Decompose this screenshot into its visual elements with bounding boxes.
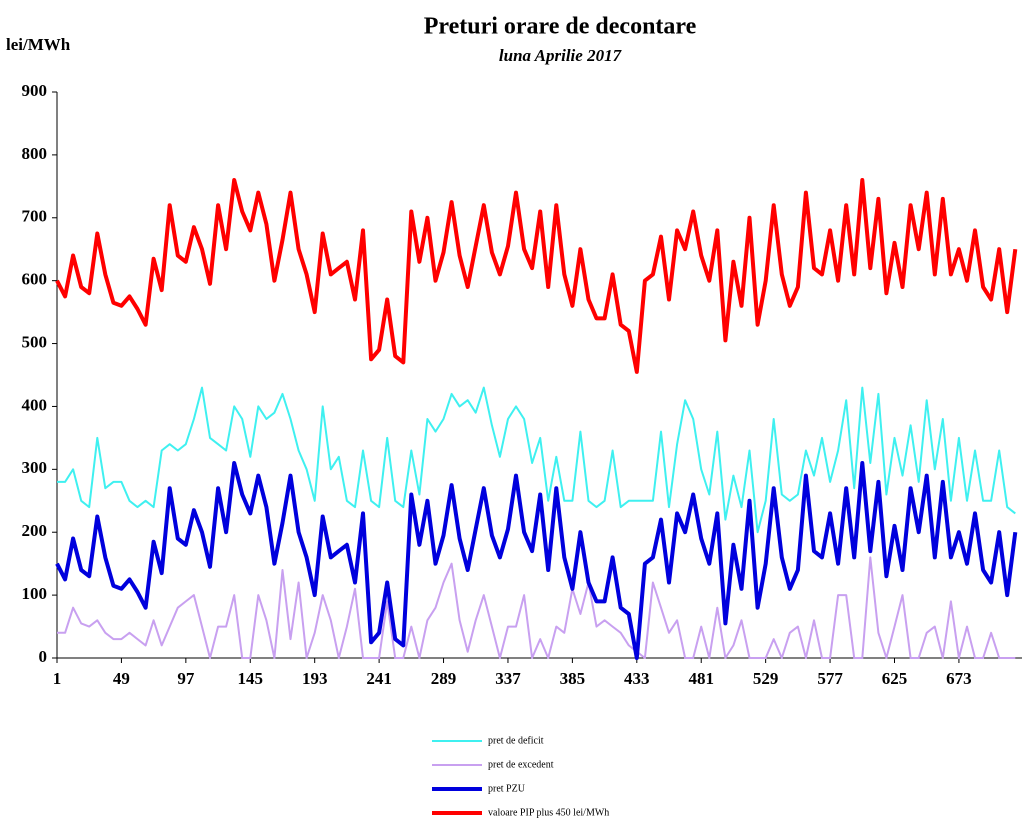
y-tick-label: 900 <box>22 81 48 100</box>
x-tick-label: 97 <box>177 669 195 688</box>
y-axis-label: lei/MWh <box>6 35 71 54</box>
x-tick-label: 625 <box>882 669 908 688</box>
x-tick-label: 577 <box>817 669 843 688</box>
legend-label: pret de excedent <box>488 759 554 770</box>
y-tick-label: 700 <box>22 207 48 226</box>
x-tick-label: 481 <box>688 669 714 688</box>
series-line <box>57 556 1016 659</box>
chart-subtitle: luna Aprilie 2017 <box>499 46 623 65</box>
legend-label: pret de deficit <box>488 735 544 746</box>
y-tick-label: 500 <box>22 332 48 351</box>
y-tick-label: 100 <box>22 584 48 603</box>
y-tick-label: 600 <box>22 270 48 289</box>
x-tick-label: 289 <box>431 669 457 688</box>
y-tick-label: 0 <box>39 647 48 666</box>
x-tick-label: 49 <box>113 669 130 688</box>
series-line <box>55 178 1018 374</box>
x-tick-label: 433 <box>624 669 650 688</box>
x-tick-label: 145 <box>238 669 264 688</box>
x-tick-label: 529 <box>753 669 779 688</box>
series-line <box>55 461 1018 660</box>
series-line <box>57 386 1016 534</box>
legend-label: pret PZU <box>488 783 526 794</box>
x-tick-label: 337 <box>495 669 521 688</box>
chart-title: Preturi orare de decontare <box>424 14 697 40</box>
x-tick-label: 1 <box>53 669 62 688</box>
y-tick-label: 300 <box>22 458 48 477</box>
x-tick-label: 673 <box>946 669 972 688</box>
y-tick-label: 200 <box>22 521 48 540</box>
x-tick-label: 193 <box>302 669 328 688</box>
legend-label: valoare PIP plus 450 lei/MWh <box>488 807 609 818</box>
x-tick-label: 241 <box>366 669 392 688</box>
y-tick-label: 800 <box>22 144 48 163</box>
x-tick-label: 385 <box>560 669 586 688</box>
y-tick-label: 400 <box>22 395 48 414</box>
